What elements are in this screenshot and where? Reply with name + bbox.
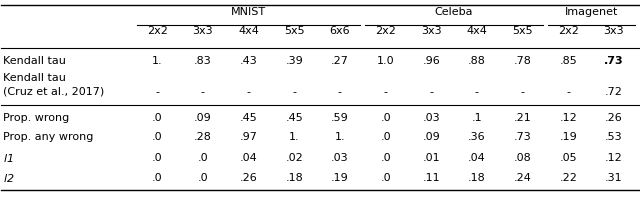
Text: .53: .53 xyxy=(605,132,623,142)
Text: .85: .85 xyxy=(559,56,577,66)
Text: .0: .0 xyxy=(198,153,208,163)
Text: -: - xyxy=(156,87,159,97)
Text: Kendall tau: Kendall tau xyxy=(3,73,65,83)
Text: Imagenet: Imagenet xyxy=(564,7,618,17)
Text: .31: .31 xyxy=(605,173,623,183)
Text: .0: .0 xyxy=(152,113,163,123)
Text: .43: .43 xyxy=(240,56,257,66)
Text: .1: .1 xyxy=(472,113,483,123)
Text: 1.: 1. xyxy=(335,132,345,142)
Text: .0: .0 xyxy=(152,132,163,142)
Text: -: - xyxy=(292,87,296,97)
Text: .0: .0 xyxy=(380,132,391,142)
Text: .0: .0 xyxy=(380,153,391,163)
Text: .59: .59 xyxy=(331,113,349,123)
Text: MNIST: MNIST xyxy=(231,7,266,17)
Text: .0: .0 xyxy=(152,173,163,183)
Text: -: - xyxy=(383,87,388,97)
Text: .19: .19 xyxy=(331,173,349,183)
Text: .18: .18 xyxy=(468,173,486,183)
Text: 2x2: 2x2 xyxy=(147,26,168,36)
Text: Kendall tau: Kendall tau xyxy=(3,56,65,66)
Text: -: - xyxy=(475,87,479,97)
Text: 1.: 1. xyxy=(289,132,300,142)
Text: .73: .73 xyxy=(604,56,624,66)
Text: -: - xyxy=(246,87,251,97)
Text: .21: .21 xyxy=(514,113,531,123)
Text: .26: .26 xyxy=(605,113,623,123)
Text: .0: .0 xyxy=(198,173,208,183)
Text: .08: .08 xyxy=(514,153,531,163)
Text: .97: .97 xyxy=(239,132,257,142)
Text: .02: .02 xyxy=(285,153,303,163)
Text: .03: .03 xyxy=(331,153,349,163)
Text: .88: .88 xyxy=(468,56,486,66)
Text: .36: .36 xyxy=(468,132,486,142)
Text: .12: .12 xyxy=(559,113,577,123)
Text: -: - xyxy=(566,87,570,97)
Text: 1.: 1. xyxy=(152,56,163,66)
Text: 3x3: 3x3 xyxy=(193,26,213,36)
Text: .09: .09 xyxy=(422,132,440,142)
Text: .78: .78 xyxy=(514,56,532,66)
Text: .04: .04 xyxy=(240,153,257,163)
Text: .19: .19 xyxy=(559,132,577,142)
Text: 5x5: 5x5 xyxy=(284,26,305,36)
Text: Celeba: Celeba xyxy=(435,7,474,17)
Text: .22: .22 xyxy=(559,173,577,183)
Text: .0: .0 xyxy=(380,113,391,123)
Text: .45: .45 xyxy=(285,113,303,123)
Text: .01: .01 xyxy=(422,153,440,163)
Text: .72: .72 xyxy=(605,87,623,97)
Text: .09: .09 xyxy=(194,113,212,123)
Text: -: - xyxy=(338,87,342,97)
Text: .0: .0 xyxy=(380,173,391,183)
Text: Prop. any wrong: Prop. any wrong xyxy=(3,132,93,142)
Text: .27: .27 xyxy=(331,56,349,66)
Text: .83: .83 xyxy=(194,56,212,66)
Text: $l$2: $l$2 xyxy=(3,172,14,184)
Text: 3x3: 3x3 xyxy=(604,26,624,36)
Text: 4x4: 4x4 xyxy=(467,26,488,36)
Text: .04: .04 xyxy=(468,153,486,163)
Text: 2x2: 2x2 xyxy=(558,26,579,36)
Text: Prop. wrong: Prop. wrong xyxy=(3,113,69,123)
Text: .0: .0 xyxy=(152,153,163,163)
Text: .96: .96 xyxy=(422,56,440,66)
Text: .18: .18 xyxy=(285,173,303,183)
Text: .28: .28 xyxy=(194,132,212,142)
Text: (Cruz et al., 2017): (Cruz et al., 2017) xyxy=(3,87,104,97)
Text: 5x5: 5x5 xyxy=(512,26,533,36)
Text: .11: .11 xyxy=(422,173,440,183)
Text: .73: .73 xyxy=(514,132,531,142)
Text: -: - xyxy=(201,87,205,97)
Text: 1.0: 1.0 xyxy=(377,56,394,66)
Text: .45: .45 xyxy=(240,113,257,123)
Text: 3x3: 3x3 xyxy=(421,26,442,36)
Text: .03: .03 xyxy=(422,113,440,123)
Text: 2x2: 2x2 xyxy=(375,26,396,36)
Text: $l$1: $l$1 xyxy=(3,152,13,164)
Text: -: - xyxy=(520,87,525,97)
Text: .05: .05 xyxy=(559,153,577,163)
Text: .12: .12 xyxy=(605,153,623,163)
Text: .24: .24 xyxy=(514,173,532,183)
Text: .39: .39 xyxy=(285,56,303,66)
Text: 4x4: 4x4 xyxy=(238,26,259,36)
Text: 6x6: 6x6 xyxy=(330,26,350,36)
Text: .26: .26 xyxy=(240,173,257,183)
Text: -: - xyxy=(429,87,433,97)
